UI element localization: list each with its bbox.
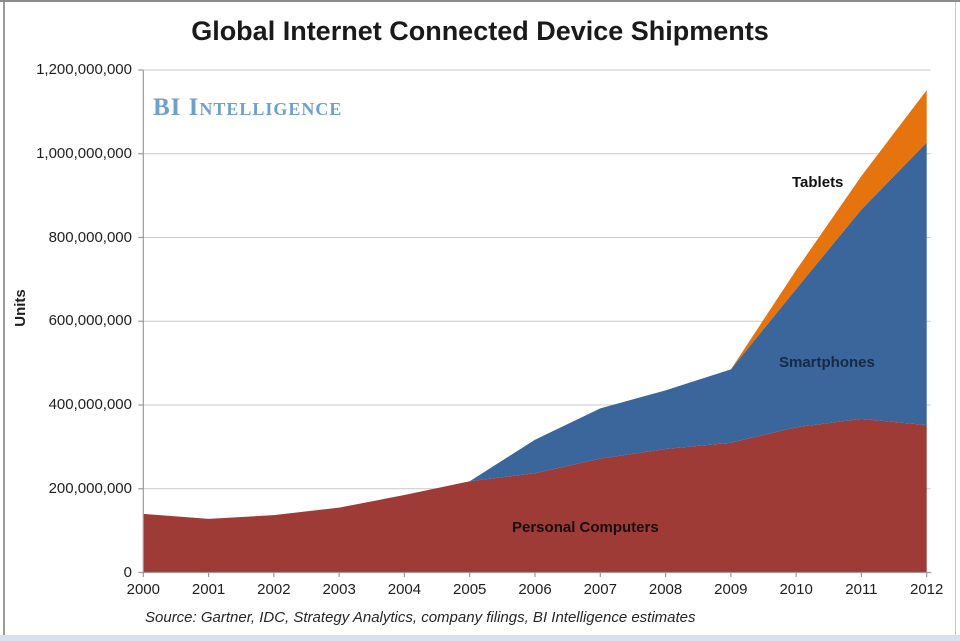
x-tick-label: 2003 [322, 581, 356, 598]
y-tick-label: 1,000,000,000 [36, 144, 132, 162]
x-tick-label: 2008 [648, 581, 683, 598]
x-tick-label: 2007 [583, 581, 617, 598]
x-tick-label: 2011 [845, 581, 878, 598]
x-tick-label: 2000 [126, 581, 160, 598]
y-tick-label: 1,200,000,000 [36, 61, 132, 78]
area-smartphones [143, 142, 927, 519]
x-tick-label: 2012 [910, 581, 944, 598]
series-label-personal-computers: Personal Computers [512, 519, 659, 536]
canvas-border-top [0, 0, 960, 2]
chart-title: Global Internet Connected Device Shipmen… [191, 16, 769, 46]
x-tick-label: 2006 [518, 581, 552, 598]
x-tick-label: 2001 [191, 581, 226, 598]
y-tick-label: 0 [123, 563, 132, 581]
y-tick-label: 800,000,000 [48, 228, 132, 246]
canvas-border-left [3, 2, 5, 635]
x-tick-label: 2005 [453, 581, 487, 598]
x-tick-label: 2002 [257, 581, 291, 598]
canvas-border-right [955, 2, 956, 635]
area-personal-computers [143, 418, 927, 573]
series-label-smartphones: Smartphones [779, 354, 875, 371]
source-note: Source: Gartner, IDC, Strategy Analytics… [145, 609, 696, 626]
x-tick-label: 2009 [714, 581, 748, 598]
series-label-tablets: Tablets [792, 174, 844, 191]
x-tick-label: 2004 [387, 581, 422, 598]
y-tick-label: 400,000,000 [48, 396, 132, 413]
bi-intelligence-logo: BI Intelligence [153, 94, 343, 121]
canvas-bottom-strip [0, 635, 960, 641]
x-tick-label: 2010 [779, 581, 813, 598]
y-tick-label: 200,000,000 [48, 479, 132, 497]
y-tick-label: 600,000,000 [48, 312, 132, 330]
